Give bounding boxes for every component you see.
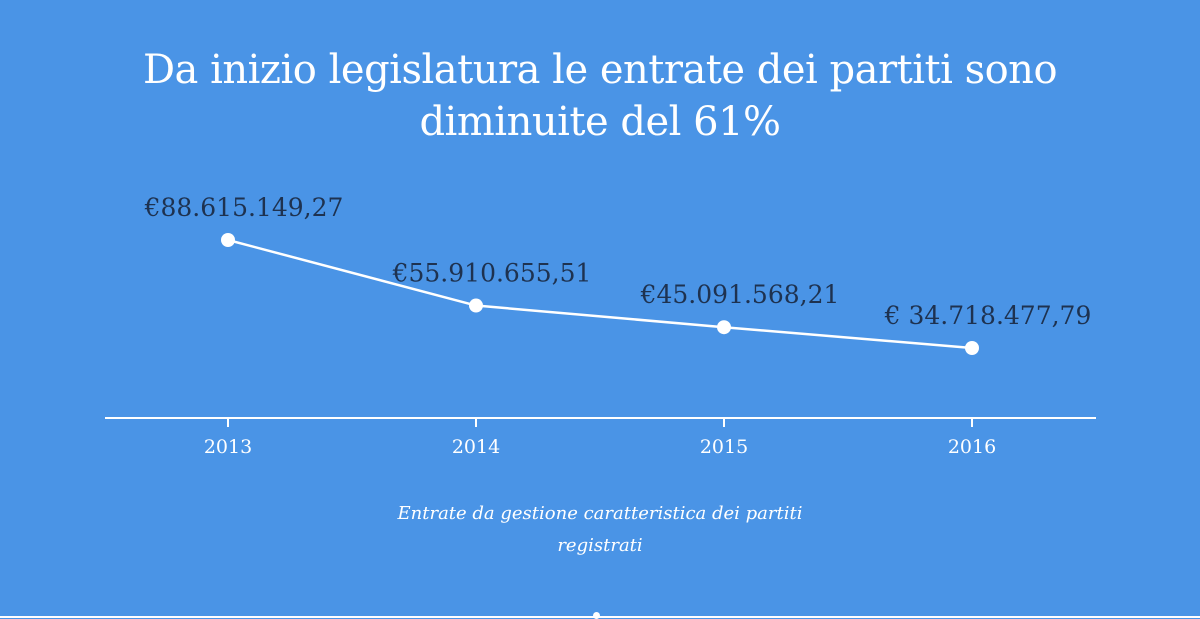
x-tick-label-2015: 2015	[700, 436, 748, 458]
x-tick-label-2014: 2014	[452, 436, 500, 458]
chart-title-line-1: Da inizio legislatura le entrate dei par…	[142, 47, 1058, 93]
series-line	[227, 238, 973, 350]
chart-caption-line-1: Entrate da gestione caratteristica dei p…	[397, 503, 803, 524]
chart-caption: Entrate da gestione caratteristica dei p…	[0, 498, 1200, 562]
data-labels: €88.615.149,27 €55.910.655,51 €45.091.568,…	[144, 193, 1092, 330]
chart-title-line-2: diminuite del 61%	[419, 99, 781, 145]
data-point-2013	[221, 233, 235, 247]
x-tick-label-2016: 2016	[948, 436, 996, 458]
x-axis-tick-labels: 2013 2014 2015 2016	[204, 436, 996, 458]
bottom-dot-marker	[593, 612, 600, 619]
data-label-2013: €88.615.149,27	[144, 193, 344, 222]
series-points	[221, 233, 979, 355]
data-point-2016	[965, 341, 979, 355]
data-label-2014: €55.910.655,51	[392, 259, 592, 288]
chart-caption-line-2: registrati	[557, 535, 643, 556]
x-axis-ticks	[227, 418, 973, 427]
bottom-divider	[0, 616, 1200, 618]
data-label-2016: € 34.718.477,79	[884, 301, 1092, 330]
data-label-2015: €45.091.568,21	[640, 280, 840, 309]
data-point-2014	[469, 298, 483, 313]
chart-title: Da inizio legislatura le entrate dei par…	[0, 44, 1200, 148]
x-tick-label-2013: 2013	[204, 436, 252, 458]
data-point-2015	[717, 320, 731, 335]
